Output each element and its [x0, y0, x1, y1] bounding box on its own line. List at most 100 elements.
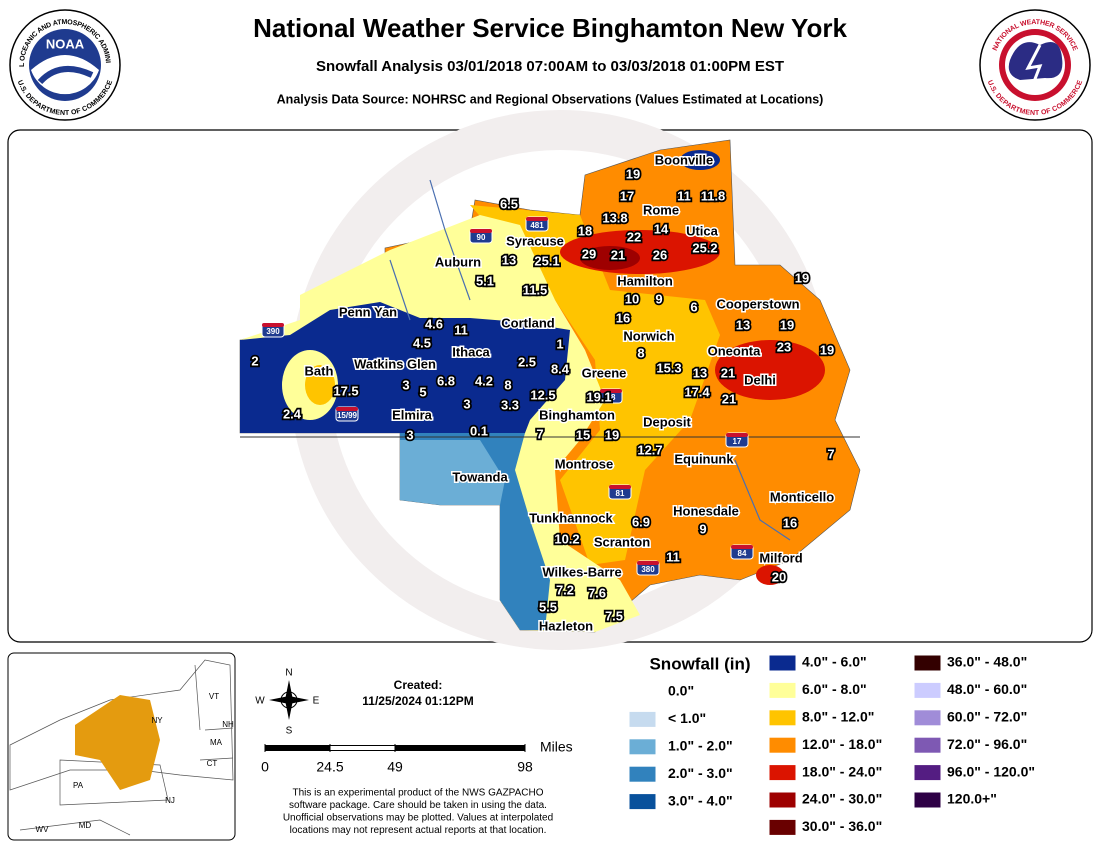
city-label: Bath — [305, 363, 334, 378]
city-label: Delhi — [744, 372, 776, 387]
legend-swatch — [629, 739, 656, 755]
snowfall-value: 15 — [576, 427, 590, 442]
nws-logo: NATIONAL WEATHER SERVICE U.S. DEPARTMENT… — [979, 9, 1091, 121]
legend-label: 4.0" - 6.0" — [802, 654, 867, 670]
legend-swatch — [769, 819, 796, 835]
created-label: Created: — [394, 678, 443, 692]
snowfall-value: 9 — [699, 521, 706, 536]
snowfall-value: 7 — [536, 426, 543, 441]
snowfall-value: 17.4 — [684, 384, 710, 399]
legend-label: 96.0" - 120.0" — [947, 763, 1035, 779]
snowfall-value: 15.3 — [656, 360, 681, 375]
city-label: Equinunk — [674, 451, 734, 466]
snowfall-value: 3.3 — [501, 397, 519, 412]
interstate-shield-top — [470, 229, 492, 233]
region-8-12 — [470, 205, 720, 565]
region-18-24 — [756, 565, 784, 585]
snowfall-value: 1 — [556, 336, 563, 351]
snowfall-value: 25.1 — [534, 253, 559, 268]
interstate-shield-top — [336, 407, 358, 411]
legend-label: 8.0" - 12.0" — [802, 709, 874, 725]
state-label: VT — [209, 692, 219, 701]
legend-swatch — [769, 710, 796, 726]
snowfall-value: 2 — [251, 353, 258, 368]
snowfall-value: 21 — [722, 391, 736, 406]
snowfall-value: 11 — [666, 549, 680, 564]
legend-label: 1.0" - 2.0" — [668, 738, 733, 754]
legend-swatch — [629, 794, 656, 810]
city-label: Towanda — [452, 469, 508, 484]
snowfall-value: 21 — [611, 247, 625, 262]
snowfall-value: 14 — [654, 221, 669, 236]
scale-tick-label: 98 — [517, 759, 533, 775]
legend-label: 60.0" - 72.0" — [947, 709, 1027, 725]
snowfall-value: 7.6 — [588, 585, 606, 600]
state-label: PA — [73, 781, 84, 790]
legend-swatch — [769, 792, 796, 808]
interstate-shield-top — [526, 217, 548, 221]
snowfall-value: 6 — [690, 299, 697, 314]
legend-label: < 1.0" — [668, 710, 706, 726]
snowfall-value: 0.1 — [470, 423, 488, 438]
snowfall-value: 19 — [820, 342, 834, 357]
interstate-shield-top — [600, 389, 622, 393]
snowfall-value: 16 — [783, 515, 797, 530]
city-label: Montrose — [555, 456, 614, 471]
city-label: Penn Yan — [339, 304, 397, 319]
snowfall-value: 7.5 — [605, 608, 623, 623]
interstate-shield-top — [609, 485, 631, 489]
inset-map — [7, 652, 236, 841]
legend-label: 24.0" - 30.0" — [802, 791, 882, 807]
legend-swatch — [769, 737, 796, 753]
snowfall-value: 3 — [463, 396, 470, 411]
snowfall-value: 6.9 — [632, 514, 650, 529]
snowfall-value: 5.5 — [539, 599, 557, 614]
scale-tick-label: 49 — [387, 759, 403, 775]
state-label: WV — [36, 825, 50, 834]
city-label: Boonville — [655, 152, 714, 167]
legend-swatch — [914, 792, 941, 808]
snowfall-value: 12.5 — [530, 387, 555, 402]
snowfall-value: 18 — [578, 223, 592, 238]
snowfall-value: 5 — [419, 384, 426, 399]
compass — [269, 680, 309, 720]
disclaimer-line: This is an experimental product of the N… — [292, 788, 543, 799]
city-label: Oneonta — [708, 343, 761, 358]
snowfall-value: 19 — [626, 166, 640, 181]
snowfall-value: 19 — [605, 427, 619, 442]
title: National Weather Service Binghamton New … — [253, 13, 847, 43]
snowfall-value: 11.5 — [523, 282, 548, 297]
city-label: Hazleton — [539, 618, 593, 633]
city-label: Honesdale — [673, 503, 739, 518]
city-label: Norwich — [623, 328, 674, 343]
city-label: Syracuse — [506, 233, 564, 248]
snowfall-value: 19.1 — [586, 389, 611, 404]
created-timestamp: 11/25/2024 01:12PM — [362, 694, 473, 708]
legend-swatch — [629, 711, 656, 727]
snowfall-value: 6.5 — [500, 196, 518, 211]
snowfall-value: 2.5 — [518, 354, 536, 369]
interstate-label: 380 — [641, 565, 655, 574]
snowfall-value: 10.2 — [554, 531, 579, 546]
legend-swatch — [769, 655, 796, 671]
snowfall-value: 12.7 — [637, 442, 662, 457]
snowfall-value: 22 — [627, 229, 641, 244]
source: Analysis Data Source: NOHRSC and Regiona… — [277, 92, 824, 106]
legend-swatch — [629, 766, 656, 782]
logo-label: NOAA — [46, 36, 85, 51]
state-label: NJ — [165, 796, 175, 805]
snowfall-value: 19 — [795, 270, 809, 285]
city-label: Greene — [582, 365, 627, 380]
legend-label: 30.0" - 36.0" — [802, 818, 882, 834]
region-24-30 — [580, 246, 640, 270]
snowfall-value: 8 — [504, 377, 511, 392]
snowfall-value: 9 — [655, 291, 662, 306]
city-label: Binghamton — [539, 407, 615, 422]
interstate-label: 15/99 — [337, 411, 358, 420]
city-label: Monticello — [770, 489, 834, 504]
snowfall-value: 4.2 — [475, 373, 493, 388]
snowfall-value: 11 — [454, 322, 468, 337]
interstate-label: 84 — [738, 549, 747, 558]
compass-letter: S — [286, 726, 293, 737]
